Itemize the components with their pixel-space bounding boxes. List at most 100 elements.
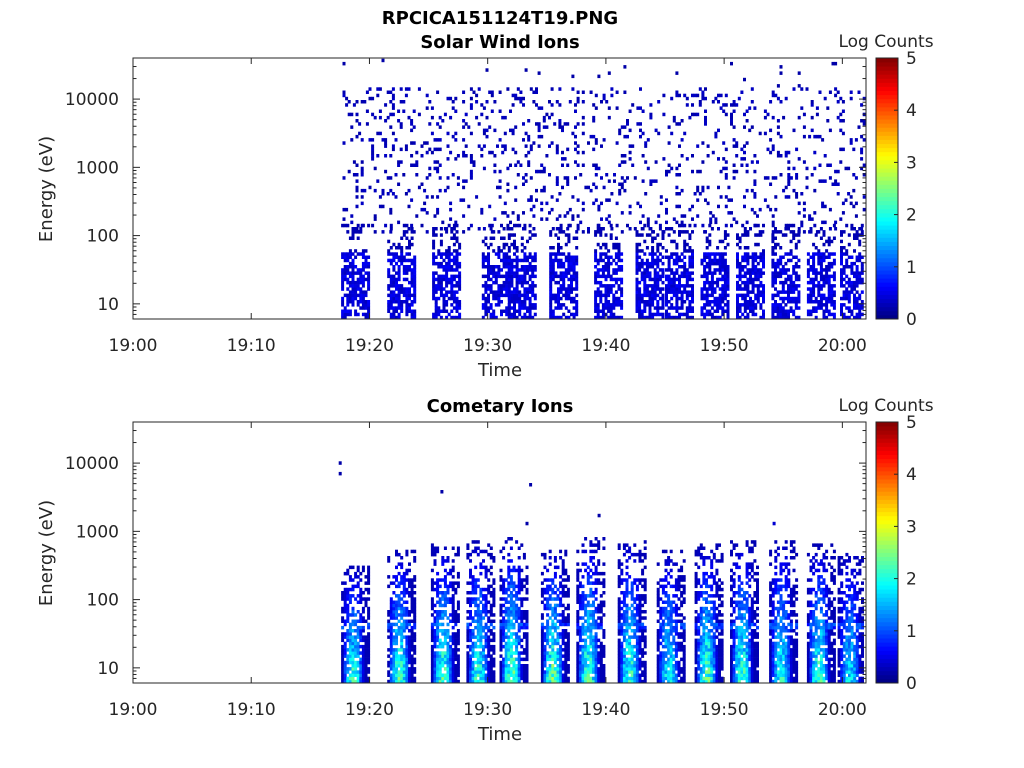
heatmap-cell bbox=[721, 277, 725, 282]
heatmap-cell bbox=[825, 265, 829, 269]
heatmap-cell bbox=[359, 667, 363, 671]
heatmap-cell bbox=[658, 252, 662, 256]
heatmap-cell bbox=[737, 96, 741, 101]
heatmap-cell bbox=[439, 255, 443, 259]
heatmap-cell bbox=[381, 204, 385, 209]
heatmap-cell bbox=[545, 112, 549, 117]
heatmap-cell bbox=[717, 128, 720, 133]
heatmap-cell bbox=[392, 312, 396, 317]
heatmap-cell bbox=[776, 306, 780, 310]
heatmap-cell bbox=[781, 233, 785, 237]
heatmap-cell bbox=[672, 280, 676, 285]
heatmap-cell bbox=[645, 246, 649, 250]
heatmap-cell bbox=[648, 233, 652, 237]
heatmap-cell bbox=[523, 246, 527, 250]
heatmap-cell bbox=[860, 261, 864, 266]
heatmap-cell bbox=[672, 230, 676, 234]
heatmap-cell bbox=[797, 296, 801, 301]
heatmap-cell bbox=[389, 616, 393, 620]
heatmap-cell bbox=[445, 274, 449, 279]
heatmap-cell bbox=[858, 309, 862, 313]
heatmap-cell bbox=[781, 265, 785, 269]
heatmap-cell bbox=[518, 306, 522, 310]
heatmap-cell bbox=[400, 246, 404, 250]
heatmap-cell bbox=[507, 268, 511, 272]
heatmap-cell bbox=[515, 287, 519, 291]
heatmap-cell bbox=[341, 255, 345, 259]
heatmap-cell bbox=[860, 119, 864, 123]
heatmap-cell bbox=[675, 303, 679, 307]
heatmap-cell bbox=[809, 290, 813, 294]
heatmap-cell bbox=[402, 594, 406, 598]
heatmap-cell bbox=[708, 293, 712, 298]
heatmap-cell bbox=[769, 182, 773, 186]
heatmap-cell bbox=[656, 233, 660, 237]
heatmap-cell bbox=[675, 204, 679, 209]
heatmap-cell bbox=[425, 176, 429, 180]
heatmap-cell bbox=[814, 233, 818, 237]
heatmap-cell bbox=[567, 261, 571, 266]
heatmap-cell bbox=[678, 290, 681, 294]
heatmap-cell bbox=[476, 540, 480, 544]
heatmap-cell bbox=[476, 673, 480, 677]
heatmap-cell bbox=[568, 100, 572, 104]
heatmap-cell bbox=[455, 255, 459, 259]
heatmap-cell bbox=[504, 670, 508, 674]
heatmap-cell bbox=[524, 131, 528, 136]
heatmap-cell bbox=[609, 312, 613, 317]
heatmap-cell bbox=[402, 271, 406, 275]
heatmap-cell bbox=[523, 271, 527, 275]
heatmap-cell bbox=[492, 679, 496, 684]
heatmap-cell bbox=[494, 252, 498, 256]
heatmap-cell bbox=[364, 603, 368, 608]
heatmap-cell bbox=[700, 296, 704, 301]
heatmap-cell bbox=[413, 597, 417, 601]
heatmap-cell bbox=[607, 198, 611, 202]
heatmap-cell bbox=[482, 657, 485, 662]
heatmap-cell bbox=[537, 122, 541, 126]
heatmap-cell bbox=[367, 255, 371, 259]
heatmap-cell bbox=[855, 306, 859, 310]
heatmap-cell bbox=[562, 261, 566, 266]
heatmap-cell bbox=[489, 619, 493, 623]
heatmap-cell bbox=[784, 227, 788, 231]
heatmap-cell bbox=[498, 179, 502, 183]
heatmap-cell bbox=[862, 173, 866, 177]
heatmap-cell bbox=[683, 290, 687, 294]
heatmap-cell bbox=[717, 100, 720, 104]
heatmap-cell bbox=[515, 249, 519, 253]
heatmap-cell bbox=[397, 160, 401, 164]
heatmap-cell bbox=[774, 277, 777, 282]
heatmap-cell bbox=[513, 252, 516, 256]
heatmap-cell bbox=[579, 173, 583, 177]
heatmap-cell bbox=[378, 115, 382, 120]
heatmap-cell bbox=[705, 312, 709, 317]
heatmap-cell bbox=[516, 217, 520, 221]
heatmap-cell bbox=[548, 144, 551, 148]
heatmap-cell bbox=[821, 220, 825, 225]
heatmap-cell bbox=[360, 166, 364, 171]
heatmap-cell bbox=[359, 644, 363, 649]
heatmap-cell bbox=[723, 293, 727, 298]
heatmap-cell bbox=[474, 619, 478, 623]
heatmap-cell bbox=[817, 306, 821, 310]
heatmap-cell bbox=[656, 303, 660, 307]
heatmap-cell bbox=[620, 293, 624, 298]
heatmap-cell bbox=[402, 600, 406, 604]
heatmap-cell bbox=[476, 660, 480, 665]
heatmap-cell bbox=[718, 300, 722, 304]
heatmap-cell bbox=[434, 309, 438, 313]
heatmap-cell bbox=[700, 290, 704, 294]
heatmap-cell bbox=[842, 296, 846, 301]
heatmap-cell bbox=[665, 277, 668, 282]
heatmap-cell bbox=[853, 274, 856, 279]
heatmap-cell bbox=[425, 230, 429, 234]
x-tick-label: 20:00 bbox=[818, 336, 867, 356]
heatmap-cell bbox=[763, 176, 767, 180]
heatmap-cell bbox=[456, 667, 460, 671]
heatmap-cell bbox=[533, 296, 537, 301]
heatmap-cell bbox=[528, 255, 532, 259]
heatmap-cell bbox=[343, 571, 347, 576]
heatmap-cell bbox=[387, 274, 391, 279]
heatmap-cell bbox=[445, 293, 449, 298]
